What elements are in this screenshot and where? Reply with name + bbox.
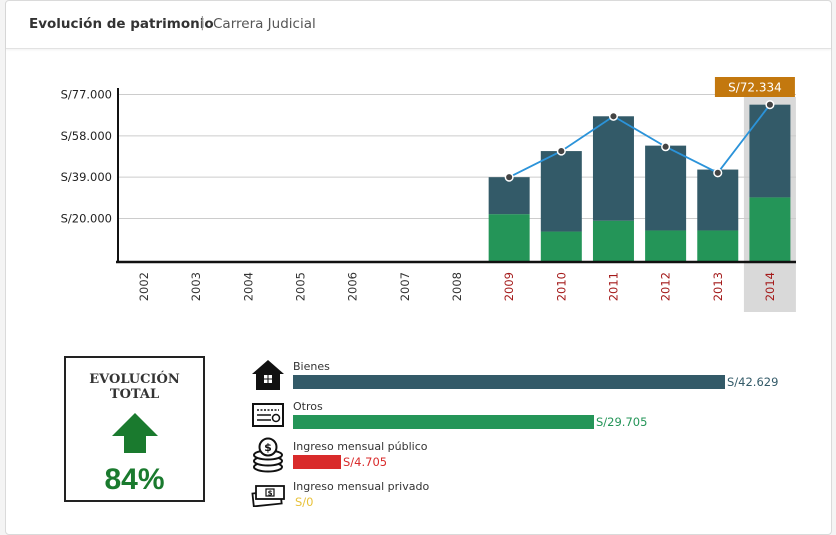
bar-bienes-2013 (697, 169, 739, 231)
bar-otros-2010 (540, 231, 582, 262)
bar-otros-2013 (697, 230, 739, 262)
bar-otros-2014 (749, 197, 791, 262)
x-tick-label: 2010 (554, 272, 568, 301)
line-point (556, 146, 566, 156)
x-tick-label: 2014 (763, 272, 777, 301)
bienes-bar (293, 375, 725, 389)
banknotes-icon: $ (251, 485, 285, 507)
panel-title: Evolución de patrimonio (29, 16, 214, 32)
x-tick-label: 2002 (137, 272, 151, 301)
y-tick-label: S/20.000 (61, 212, 112, 226)
bar-bienes-2012 (645, 145, 687, 231)
bar-bienes-2009 (488, 177, 530, 215)
line-point (661, 142, 671, 152)
bar-otros-2012 (645, 230, 687, 262)
line-point (713, 168, 723, 178)
line-point (765, 100, 775, 110)
ingreso-publico-label: Ingreso mensual público (293, 440, 428, 453)
ingreso-privado-label: Ingreso mensual privado (293, 480, 430, 493)
x-tick-label: 2003 (189, 272, 203, 301)
bar-bienes-2010 (540, 151, 582, 232)
x-tick-label: 2005 (294, 272, 308, 301)
x-tick-label: 2012 (659, 272, 673, 301)
document-icon (252, 403, 284, 427)
y-tick-label: S/58.000 (61, 129, 112, 143)
bienes-label: Bienes (293, 360, 330, 373)
bar-bienes-2011 (592, 116, 634, 221)
ingreso-privado-value: S/0 (295, 495, 314, 509)
panel-subtitle: Carrera Judicial (213, 16, 316, 32)
tooltip-box (714, 77, 795, 97)
svg-text:$: $ (264, 441, 272, 454)
tooltip-label: S/72.334 (728, 81, 782, 95)
total-evolution-box: EVOLUCIÓN TOTAL 84% (64, 356, 205, 502)
bar-otros-2011 (592, 220, 634, 262)
bienes-value: S/42.629 (727, 375, 779, 389)
arrow-up-icon (112, 413, 158, 453)
x-tick-label: 2013 (711, 272, 725, 301)
x-tick-label: 2011 (606, 272, 620, 301)
y-tick-label: S/39.000 (61, 170, 112, 184)
x-tick-label: 2006 (346, 272, 360, 301)
patrimony-chart: S/20.000 S/39.000 S/58.000 S/77.000 2002 2003… (61, 77, 796, 312)
svg-text:$: $ (268, 490, 273, 498)
ingreso-publico-bar (293, 455, 341, 469)
x-tick-label: 2007 (398, 272, 412, 301)
ingreso-publico-value: S/4.705 (343, 455, 388, 469)
otros-bar (293, 415, 594, 429)
x-tick-label: 2004 (241, 272, 255, 301)
x-tick-label: 2009 (502, 272, 516, 301)
title-separator: | (200, 15, 205, 31)
y-tick-label: S/77.000 (61, 88, 112, 102)
evolution-title-line2: TOTAL (109, 387, 160, 402)
total-line (508, 104, 771, 178)
coins-icon: $ (253, 437, 283, 473)
line-point (608, 111, 619, 121)
evolution-value: 84% (104, 463, 165, 496)
otros-value: S/29.705 (596, 415, 648, 429)
otros-label: Otros (293, 400, 323, 413)
bar-bienes-2014 (749, 104, 791, 198)
evolution-title: EVOLUCIÓN TOTAL (66, 372, 203, 402)
house-icon (252, 360, 284, 390)
line-point (504, 172, 514, 182)
x-tick-label: 2008 (450, 272, 464, 301)
bar-otros-2009 (488, 214, 530, 262)
panel-header: Evolución de patrimonio | Carrera Judici… (6, 1, 831, 49)
evolution-title-line1: EVOLUCIÓN (89, 372, 180, 387)
